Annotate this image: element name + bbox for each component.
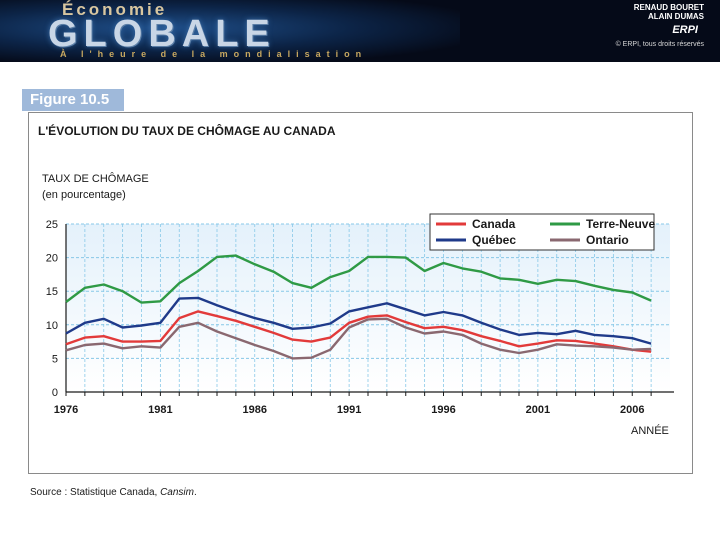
y-tick-label: 10: [46, 320, 58, 332]
author-name-2: ALAIN DUMAS: [648, 12, 704, 21]
legend-label: Canada: [472, 217, 516, 231]
x-tick-label: 1991: [337, 404, 361, 416]
series-line-terreneuve: [65, 254, 652, 304]
figure-label: Figure 10.5: [22, 89, 124, 111]
series-line-qubec: [65, 296, 652, 345]
banner-glow: [0, 0, 460, 62]
legend-label: Ontario: [586, 233, 629, 247]
brand-subtitle: À l'heure de la mondialisation: [60, 49, 368, 59]
x-tick-label: 1981: [148, 404, 172, 416]
series-line-canada: [65, 310, 652, 353]
source-dataset: Cansim: [160, 487, 194, 498]
series-line-ontario: [65, 317, 652, 360]
y-tick-label: 25: [46, 219, 58, 231]
x-axis-label: ANNÉE: [631, 425, 669, 437]
brand-title-main: GLOBALE: [48, 13, 276, 55]
author-name-1: RENAUD BOURET: [633, 3, 704, 12]
legend-label: Terre-Neuve: [586, 217, 655, 231]
x-tick-label: 2006: [620, 404, 644, 416]
legend-label: Québec: [472, 233, 516, 247]
x-tick-label: 2001: [526, 404, 550, 416]
y-tick-label: 20: [46, 253, 58, 265]
figure-source: Source : Statistique Canada, Cansim.: [30, 487, 197, 498]
brand-title-top: Économie: [62, 0, 168, 19]
y-tick-label: 0: [52, 387, 58, 399]
y-tick-label: 15: [46, 286, 58, 298]
chart-title: L'ÉVOLUTION DU TAUX DE CHÔMAGE AU CANADA: [38, 124, 336, 138]
x-tick-label: 1976: [54, 404, 78, 416]
y-axis-label: TAUX DE CHÔMAGE: [42, 173, 149, 185]
source-period: .: [193, 487, 197, 498]
header-banner: Économie GLOBALE À l'heure de la mondial…: [0, 0, 720, 62]
y-axis-label-unit: (en pourcentage): [42, 189, 126, 201]
publisher-logo: ERPI: [672, 24, 698, 36]
source-text: Source : Statistique Canada,: [30, 487, 161, 498]
x-tick-label: 1986: [243, 404, 267, 416]
legend-box: [429, 213, 655, 251]
y-tick-label: 5: [52, 353, 58, 365]
copyright-notice: © ERPI, tous droits réservés: [615, 41, 704, 48]
x-tick-label: 1996: [431, 404, 455, 416]
